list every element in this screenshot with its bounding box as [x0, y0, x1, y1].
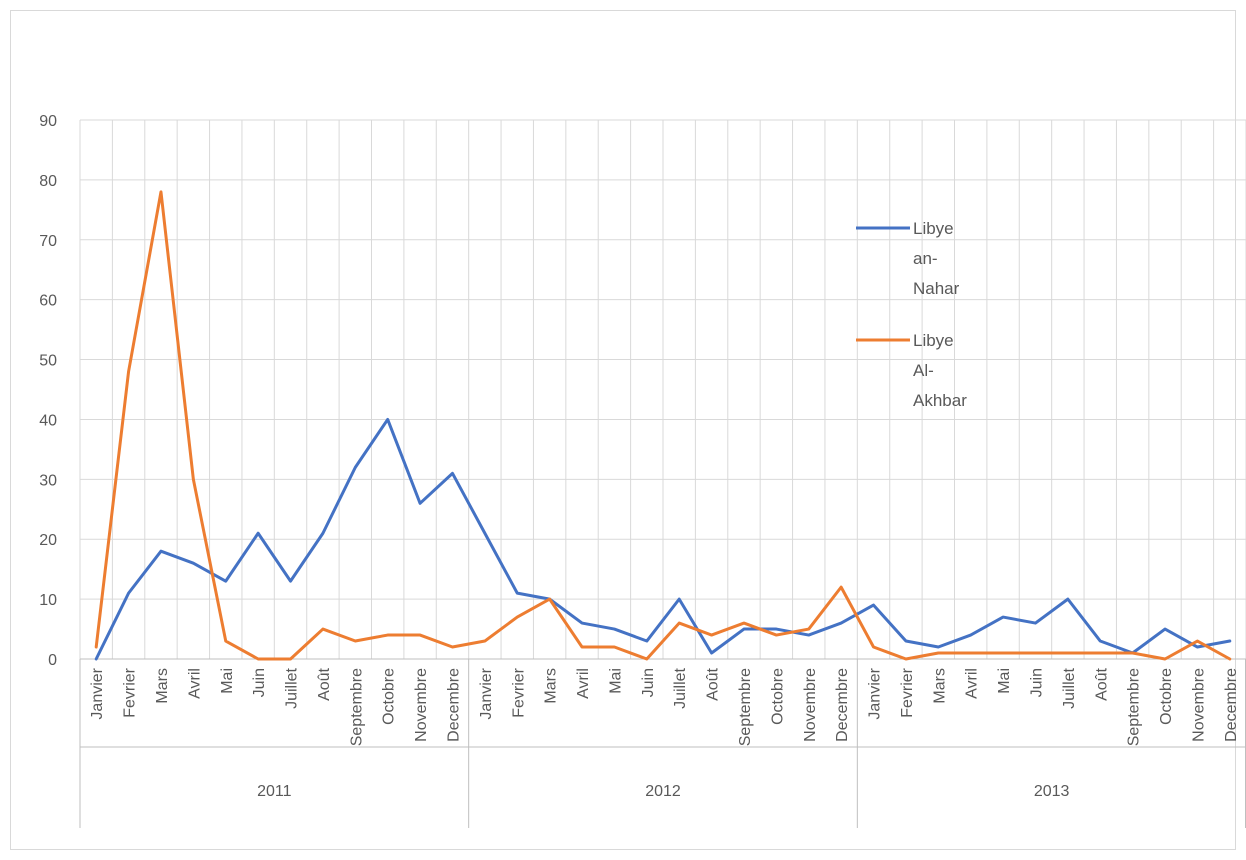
legend-label: Libye — [913, 331, 954, 350]
y-tick-label: 50 — [39, 353, 57, 370]
legend-label: an- — [913, 249, 938, 268]
x-tick-label-month: Juillet — [672, 667, 689, 708]
legend-label: Akhbar — [913, 391, 967, 410]
x-tick-label-month: Mars — [931, 668, 948, 704]
grid-layer — [79, 119, 1246, 659]
x-tick-label-month: Septembre — [737, 668, 754, 746]
legend-label: Nahar — [913, 279, 960, 298]
x-tick-label-month: Mars — [543, 668, 560, 704]
x-tick-label-month: Fevrier — [122, 667, 139, 717]
x-tick-label-month: Octobre — [769, 668, 786, 725]
series-line-libye-an-nahar — [94, 417, 1232, 661]
y-tick-label: 10 — [39, 592, 57, 609]
x-tick-label-month: Novembre — [802, 668, 819, 742]
x-tick-label-month: Decembre — [1223, 668, 1240, 742]
x-tick-label-month: Avril — [186, 668, 203, 699]
x-tick-label-month: Novembre — [1190, 668, 1207, 742]
x-tick-label-month: Septembre — [348, 668, 365, 746]
x-tick-label-month: Mai — [607, 668, 624, 694]
x-group-label-year: 2013 — [1034, 783, 1070, 800]
x-tick-label-month: Juin — [640, 668, 657, 697]
y-tick-label: 20 — [39, 532, 57, 549]
y-tick-label: 90 — [39, 113, 57, 130]
legend-label: Al- — [913, 361, 934, 380]
x-tick-label-month: Août — [316, 667, 333, 700]
y-tick-label: 30 — [39, 472, 57, 489]
x-tick-label-month: Août — [705, 667, 722, 700]
x-tick-label-month: Juillet — [284, 667, 301, 708]
x-tick-label-month: Fevrier — [899, 667, 916, 717]
x-tick-label-month: Novembre — [413, 668, 430, 742]
x-group-label-year: 2012 — [645, 783, 681, 800]
x-tick-label-month: Mai — [219, 668, 236, 694]
chart-frame — [10, 10, 1236, 850]
x-tick-label-month: Septembre — [1126, 668, 1143, 746]
x-tick-label-month: Mars — [154, 668, 171, 704]
series-line-libye-al-akhbar — [94, 190, 1232, 661]
x-tick-label-month: Fevrier — [510, 667, 527, 717]
legend-label: Libye — [913, 219, 954, 238]
x-tick-label-month: Janvier — [478, 667, 495, 719]
x-tick-label-month: Mai — [996, 668, 1013, 694]
x-group-label-year: 2011 — [257, 783, 292, 800]
x-tick-label-month: Decembre — [834, 668, 851, 742]
x-tick-label-month: Août — [1093, 667, 1110, 700]
y-tick-label: 0 — [48, 652, 57, 669]
y-tick-label: 40 — [39, 412, 57, 429]
x-tick-label-month: Avril — [575, 668, 592, 699]
x-tick-label-month: Juin — [251, 668, 268, 697]
y-tick-label: 70 — [39, 233, 57, 250]
x-tick-label-month: Juillet — [1061, 667, 1078, 708]
y-tick-label: 80 — [39, 173, 57, 190]
x-tick-label-month: Juin — [1028, 668, 1045, 697]
legend: Libye an- Nahar Libye Al- Akhbar — [856, 219, 967, 410]
x-tick-label-month: Avril — [964, 668, 981, 699]
y-tick-label: 60 — [39, 293, 57, 310]
x-tick-label-month: Janvier — [867, 667, 884, 719]
x-tick-label-month: Janvier — [89, 667, 106, 719]
x-tick-label-month: Octobre — [381, 668, 398, 725]
x-tick-label-month: Decembre — [445, 668, 462, 742]
axis-layer: 0 10 20 30 40 50 60 70 80 90 Janvier Fevrier Mars Avr… — [39, 113, 1246, 828]
series-layer — [94, 190, 1232, 661]
x-tick-label-month: Octobre — [1158, 668, 1175, 725]
